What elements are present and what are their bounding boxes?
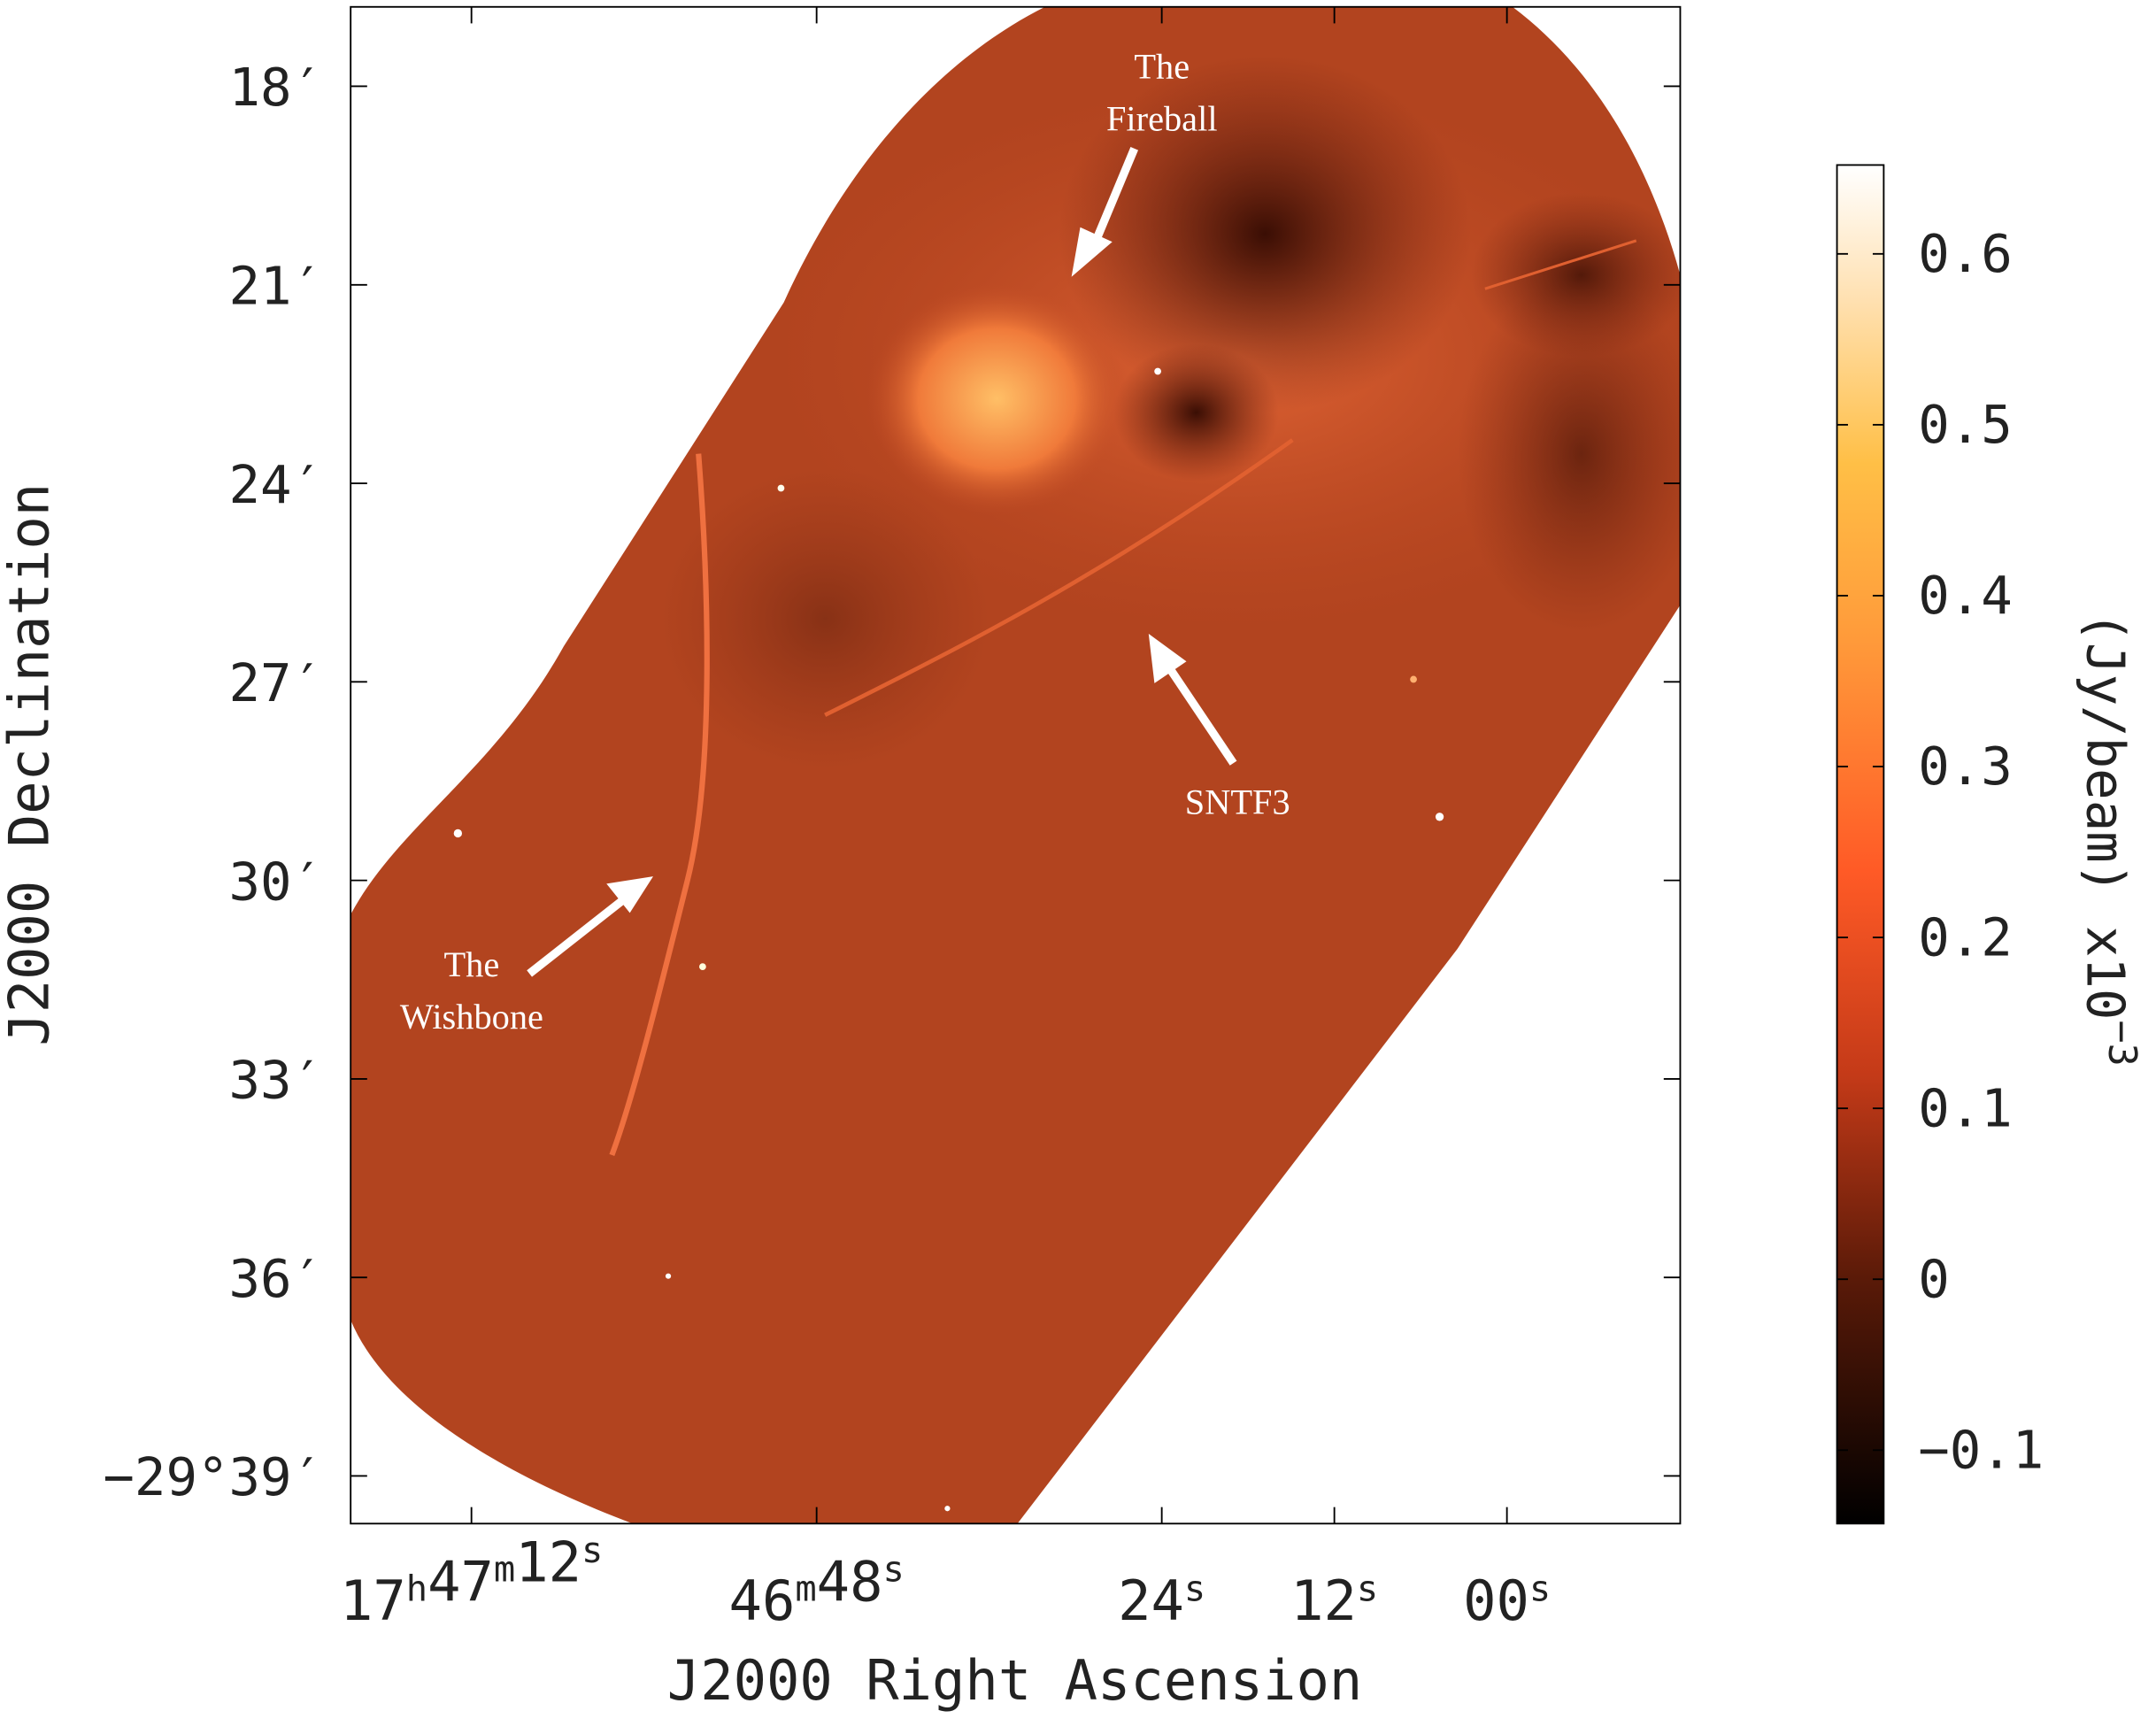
colorbar-tick-label: −0.1: [1918, 1419, 2044, 1480]
annotation: The: [444, 944, 500, 984]
x-tick-label: 46m48s: [729, 1549, 905, 1633]
x-tick-label: 17h47m12s: [340, 1530, 603, 1633]
colorbar-tick-label: 0.3: [1918, 736, 2013, 797]
y-tick-label: 30′: [229, 851, 324, 912]
y-tick-label: 33′: [229, 1050, 324, 1111]
y-tick-label: 18′: [229, 57, 324, 118]
radio-image: [350, 6, 1681, 1524]
colorbar: [1836, 164, 1885, 1525]
x-tick-label: 24s: [1118, 1568, 1205, 1633]
x-tick-label: 12s: [1290, 1568, 1378, 1633]
colorbar-tick-label: 0.6: [1918, 223, 2013, 284]
annotation: SNTF3: [1185, 782, 1290, 822]
colorbar-tick-label: 0.2: [1918, 906, 2013, 967]
y-tick-label: 24′: [229, 454, 324, 515]
annotation: Wishbone: [400, 997, 543, 1037]
colorbar-label: (Jy/beam) x10−3: [2075, 612, 2144, 1067]
x-axis-title: J2000 Right Ascension: [667, 1648, 1362, 1713]
plot-frame: [350, 5, 1682, 1525]
colorbar-tick-label: 0.4: [1918, 565, 2013, 626]
y-tick-label: 21′: [229, 256, 324, 317]
colorbar-tick-label: 0.5: [1918, 394, 2013, 455]
y-axis-title: J2000 Declination: [0, 483, 61, 1046]
y-tick-label: 36′: [229, 1248, 324, 1309]
x-tick-label: 00s: [1463, 1568, 1551, 1633]
arrows: [527, 146, 1237, 977]
y-tick-label: −29°39′: [103, 1446, 323, 1507]
colorbar-tick-label: 0: [1918, 1248, 1950, 1309]
colorbar-tick-label: 0.1: [1918, 1077, 2013, 1138]
annotation: The: [1134, 47, 1190, 87]
y-tick-label: 27′: [229, 652, 324, 713]
annotation: Fireball: [1106, 99, 1218, 139]
